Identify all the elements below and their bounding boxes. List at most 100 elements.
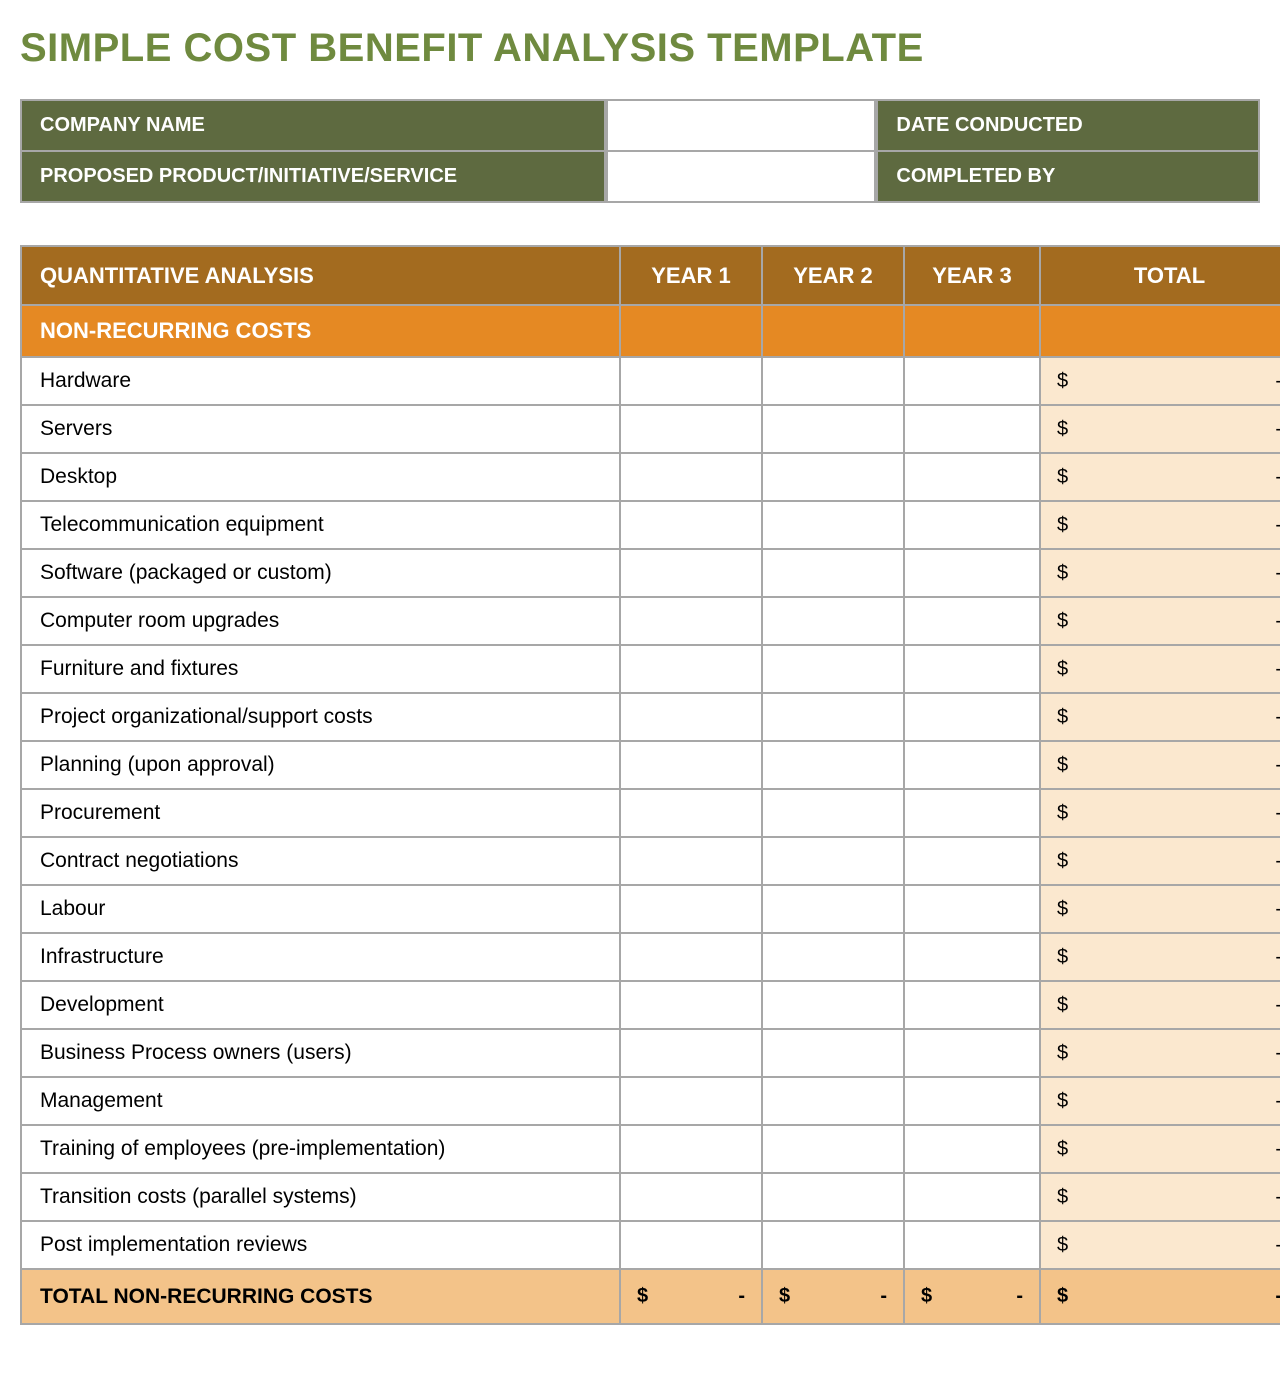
row-total-cell: $- — [1040, 933, 1280, 981]
year-cell[interactable] — [620, 741, 762, 789]
row-label: Planning (upon approval) — [20, 741, 620, 789]
year-cell[interactable] — [904, 741, 1040, 789]
row-label: Development — [20, 981, 620, 1029]
year-cell[interactable] — [620, 1029, 762, 1077]
row-label: Software (packaged or custom) — [20, 549, 620, 597]
row-label: Post implementation reviews — [20, 1221, 620, 1269]
row-label: Servers — [20, 405, 620, 453]
table-row: Telecommunication equipment$- — [20, 501, 1280, 549]
year-cell[interactable] — [904, 981, 1040, 1029]
year-cell[interactable] — [620, 837, 762, 885]
product-input[interactable] — [606, 151, 877, 203]
row-label: Transition costs (parallel systems) — [20, 1173, 620, 1221]
year-cell[interactable] — [762, 405, 904, 453]
year-cell[interactable] — [620, 693, 762, 741]
table-row: Desktop $- — [20, 453, 1280, 501]
table-row: Post implementation reviews $- — [20, 1221, 1280, 1269]
row-label: Business Process owners (users) — [20, 1029, 620, 1077]
year-cell[interactable] — [904, 549, 1040, 597]
table-row: Planning (upon approval) $- — [20, 741, 1280, 789]
year-cell[interactable] — [620, 885, 762, 933]
year-cell[interactable] — [620, 933, 762, 981]
year-cell[interactable] — [904, 1173, 1040, 1221]
year-cell[interactable] — [904, 1029, 1040, 1077]
year-cell[interactable] — [620, 789, 762, 837]
year-cell[interactable] — [904, 1125, 1040, 1173]
year-cell[interactable] — [620, 1077, 762, 1125]
year-cell[interactable] — [762, 933, 904, 981]
year-cell[interactable] — [620, 645, 762, 693]
year-cell[interactable] — [762, 693, 904, 741]
table-row: Procurement$- — [20, 789, 1280, 837]
year-cell[interactable] — [620, 549, 762, 597]
row-total-cell: $- — [1040, 837, 1280, 885]
year-cell[interactable] — [762, 1077, 904, 1125]
year-cell[interactable] — [904, 453, 1040, 501]
year-cell[interactable] — [620, 357, 762, 405]
row-label: Contract negotiations — [20, 837, 620, 885]
total-row-label: TOTAL NON-RECURRING COSTS — [20, 1269, 620, 1325]
year-cell[interactable] — [762, 837, 904, 885]
year-cell[interactable] — [620, 453, 762, 501]
year-cell[interactable] — [620, 597, 762, 645]
year-cell[interactable] — [762, 357, 904, 405]
year-cell[interactable] — [762, 597, 904, 645]
year-cell: $- — [620, 1269, 762, 1325]
row-label: Procurement — [20, 789, 620, 837]
year-cell[interactable] — [762, 1125, 904, 1173]
year-cell[interactable] — [904, 1077, 1040, 1125]
section-label: NON-RECURRING COSTS — [20, 305, 620, 357]
year-cell[interactable] — [762, 741, 904, 789]
year-cell[interactable] — [904, 645, 1040, 693]
page-title: SIMPLE COST BENEFIT ANALYSIS TEMPLATE — [20, 26, 1260, 71]
year-cell[interactable] — [904, 789, 1040, 837]
year-cell[interactable] — [904, 693, 1040, 741]
year-cell[interactable] — [620, 501, 762, 549]
table-row: Development$- — [20, 981, 1280, 1029]
year-cell[interactable] — [620, 405, 762, 453]
year-cell[interactable] — [904, 405, 1040, 453]
year-cell[interactable] — [904, 837, 1040, 885]
row-total-cell: $- — [1040, 357, 1280, 405]
year-cell[interactable] — [762, 549, 904, 597]
year-cell[interactable] — [762, 1029, 904, 1077]
company-name-label: COMPANY NAME — [20, 99, 606, 151]
year-cell[interactable] — [620, 981, 762, 1029]
row-label: Telecommunication equipment — [20, 501, 620, 549]
year-cell[interactable] — [904, 597, 1040, 645]
year-cell[interactable] — [762, 645, 904, 693]
year-cell[interactable] — [762, 789, 904, 837]
col-year3: YEAR 3 — [904, 245, 1040, 305]
table-row: Business Process owners (users)$- — [20, 1029, 1280, 1077]
company-name-input[interactable] — [606, 99, 877, 151]
row-total-cell: $- — [1040, 453, 1280, 501]
year-cell[interactable] — [620, 1221, 762, 1269]
row-total-cell: $- — [1040, 741, 1280, 789]
year-cell[interactable] — [762, 981, 904, 1029]
year-cell: $- — [904, 1269, 1040, 1325]
col-analysis: QUANTITATIVE ANALYSIS — [20, 245, 620, 305]
year-cell[interactable] — [904, 885, 1040, 933]
year-cell[interactable] — [762, 1221, 904, 1269]
row-label: Infrastructure — [20, 933, 620, 981]
table-row: Hardware$- — [20, 357, 1280, 405]
row-total-cell: $- — [1040, 549, 1280, 597]
year-cell[interactable] — [904, 1221, 1040, 1269]
year-cell[interactable] — [762, 453, 904, 501]
table-row: Training of employees (pre-implementatio… — [20, 1125, 1280, 1173]
year-cell[interactable] — [762, 885, 904, 933]
table-row: Software (packaged or custom) $- — [20, 549, 1280, 597]
year-cell[interactable] — [620, 1173, 762, 1221]
year-cell[interactable] — [620, 1125, 762, 1173]
row-label: Furniture and fixtures — [20, 645, 620, 693]
year-cell[interactable] — [904, 933, 1040, 981]
row-total-cell: $- — [1040, 693, 1280, 741]
row-total-cell: $- — [1040, 1221, 1280, 1269]
table-row: Transition costs (parallel systems)$- — [20, 1173, 1280, 1221]
row-label: Desktop — [20, 453, 620, 501]
table-row: Infrastructure $- — [20, 933, 1280, 981]
year-cell[interactable] — [904, 501, 1040, 549]
year-cell[interactable] — [762, 1173, 904, 1221]
year-cell[interactable] — [904, 357, 1040, 405]
year-cell[interactable] — [762, 501, 904, 549]
